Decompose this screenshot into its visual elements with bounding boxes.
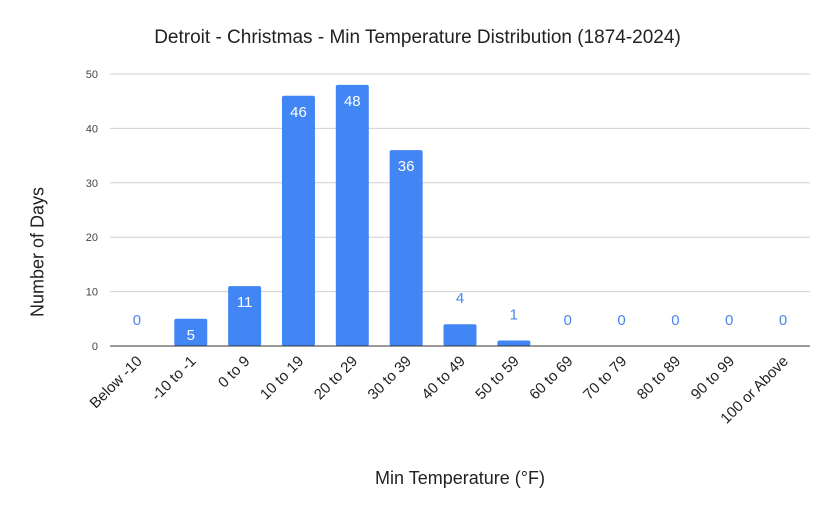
bar bbox=[389, 150, 423, 346]
data-label: 46 bbox=[290, 104, 307, 121]
data-label: 48 bbox=[344, 93, 361, 110]
x-tick-label: 20 to 29 bbox=[311, 353, 361, 403]
x-tick-label: 40 to 49 bbox=[418, 353, 468, 403]
y-tick-label: 0 bbox=[92, 341, 98, 353]
y-tick-label: 20 bbox=[86, 232, 98, 244]
x-tick-label: 90 to 99 bbox=[688, 353, 738, 403]
data-label: 0 bbox=[779, 312, 787, 329]
x-tick-label: -10 to -1 bbox=[148, 353, 200, 405]
y-tick-label: 40 bbox=[86, 123, 98, 135]
x-tick-label: 0 to 9 bbox=[215, 353, 254, 392]
bar bbox=[228, 286, 262, 346]
bar bbox=[443, 324, 477, 346]
x-tick-label: 10 to 19 bbox=[257, 353, 307, 403]
bar bbox=[497, 340, 531, 346]
data-label: 5 bbox=[187, 327, 195, 344]
data-label: 0 bbox=[617, 312, 625, 329]
bar bbox=[174, 318, 208, 346]
x-axis-label: Min Temperature (°F) bbox=[375, 468, 545, 488]
x-tick-label: 50 to 59 bbox=[472, 353, 522, 403]
data-label: 0 bbox=[564, 312, 572, 329]
x-tick-label: 80 to 89 bbox=[634, 353, 684, 403]
data-label: 4 bbox=[456, 290, 464, 307]
bar bbox=[281, 95, 315, 346]
data-label: 0 bbox=[133, 312, 141, 329]
bar bbox=[335, 84, 369, 346]
data-label: 11 bbox=[237, 294, 253, 311]
x-tick-label: 60 to 69 bbox=[526, 353, 576, 403]
data-label: 0 bbox=[725, 312, 733, 329]
data-label: 1 bbox=[510, 307, 518, 324]
y-tick-label: 50 bbox=[86, 69, 98, 81]
x-tick-label: 30 to 39 bbox=[365, 353, 415, 403]
y-tick-label: 10 bbox=[86, 287, 98, 299]
data-label: 0 bbox=[671, 312, 679, 329]
x-tick-label: Below -10 bbox=[87, 353, 146, 412]
data-label: 36 bbox=[398, 158, 415, 175]
y-tick-label: 30 bbox=[86, 178, 98, 190]
chart-title: Detroit - Christmas - Min Temperature Di… bbox=[154, 27, 681, 48]
x-tick-label: 70 to 79 bbox=[580, 353, 630, 403]
